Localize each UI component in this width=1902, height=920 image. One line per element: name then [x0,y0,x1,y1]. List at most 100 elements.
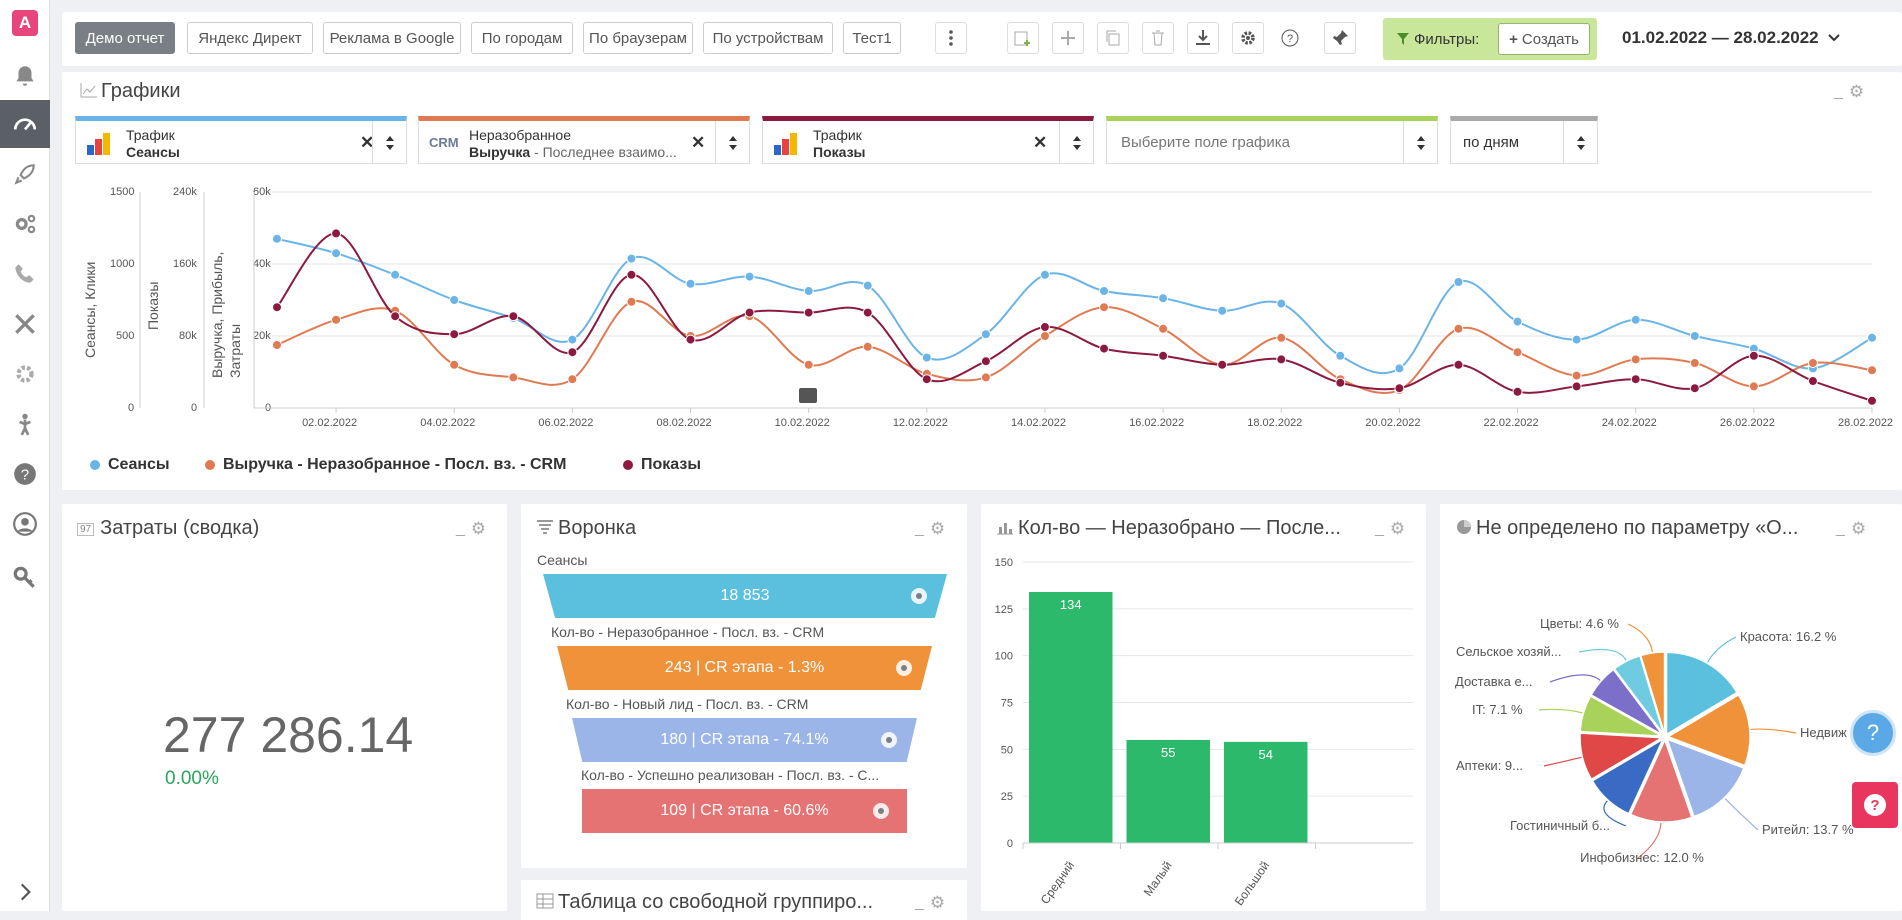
data-point[interactable] [449,359,460,370]
tools-icon[interactable] [0,300,50,348]
data-point[interactable] [1512,386,1523,397]
data-point[interactable] [1394,363,1405,374]
sort-arrows-icon[interactable] [1403,121,1437,164]
eye-icon[interactable] [873,803,889,819]
data-point[interactable] [1217,359,1228,370]
key-icon[interactable] [0,553,50,601]
bar[interactable] [1029,591,1113,843]
data-point[interactable] [567,334,578,345]
data-point[interactable] [1335,350,1346,361]
eye-icon[interactable] [911,588,927,604]
settings-gear-icon[interactable] [1232,22,1264,54]
legend-sessions[interactable]: Сеансы [90,456,170,474]
data-point[interactable] [1512,347,1523,358]
data-point[interactable] [1630,314,1641,325]
data-point[interactable] [1689,383,1700,394]
funnel-stage-bar[interactable]: 180 | CR этапа - 74.1% [572,718,917,762]
data-point[interactable] [1571,370,1582,381]
data-point[interactable] [685,278,696,289]
data-point[interactable] [921,352,932,363]
pie-slice[interactable] [1579,695,1663,737]
data-point[interactable] [508,311,519,322]
data-point[interactable] [449,295,460,305]
data-point[interactable] [1453,323,1464,334]
chart-field-selector-empty[interactable]: Выберите поле графика [1106,116,1438,164]
data-point[interactable] [862,341,873,352]
data-point[interactable] [1630,374,1641,385]
grouping-selector[interactable]: по дням [1450,116,1598,164]
data-point[interactable] [685,334,696,345]
add-icon[interactable] [1052,22,1084,54]
person-icon[interactable] [0,400,50,448]
data-point[interactable] [1867,332,1877,343]
data-point[interactable] [390,311,401,322]
pie-slice[interactable] [1613,654,1665,735]
add-widget-icon[interactable] [1007,22,1039,54]
sort-arrows-icon[interactable] [372,121,406,164]
data-point[interactable] [1512,316,1523,327]
panel-settings-icon[interactable]: ⚙ [1850,519,1867,538]
panel-settings-icon[interactable]: ⚙ [929,519,946,538]
data-point[interactable] [803,286,814,296]
bar[interactable] [1224,741,1308,843]
dashboard-icon[interactable] [0,100,50,148]
data-point[interactable] [1276,332,1287,343]
pin-icon[interactable] [1324,22,1356,54]
minimize-icon[interactable]: _ [1375,520,1384,537]
data-point[interactable] [803,359,814,370]
data-point[interactable] [1158,323,1169,334]
funnel-stage-bar[interactable]: 18 853 [543,574,947,618]
chart-field-selector-revenue[interactable]: CRM Неразобранное Выручка - Последнее вз… [418,116,750,164]
data-point[interactable] [331,248,342,259]
data-point[interactable] [1217,305,1228,316]
expand-sidebar-icon[interactable] [0,868,50,916]
data-point[interactable] [272,340,282,350]
help-icon[interactable]: ? [0,450,50,498]
eye-icon[interactable] [896,660,912,676]
data-point[interactable] [1748,350,1759,361]
data-point[interactable] [1453,359,1464,370]
download-icon[interactable] [1187,22,1219,54]
phone-icon[interactable] [0,250,50,298]
data-point[interactable] [980,372,991,383]
clear-icon[interactable]: ✕ [691,133,706,152]
data-point[interactable] [980,329,991,340]
data-point[interactable] [1689,331,1700,341]
data-point[interactable] [626,253,637,264]
data-point[interactable] [1276,354,1287,365]
data-point[interactable] [1158,350,1169,361]
create-filter-button[interactable]: + Создать [1498,23,1590,55]
data-point[interactable] [1039,269,1050,280]
panel-settings-icon[interactable]: ⚙ [1389,519,1406,538]
data-point[interactable] [1453,277,1464,287]
report-tab-browsers[interactable]: По браузерам [583,22,693,54]
data-point[interactable] [744,307,755,318]
gears-icon[interactable] [0,200,50,248]
minimize-icon[interactable]: _ [915,894,924,911]
help-circle-icon[interactable]: ? [1274,22,1306,54]
report-tab-demo[interactable]: Демо отчет [75,22,175,54]
data-point[interactable] [1099,343,1110,354]
data-point[interactable] [1158,293,1169,304]
date-range-picker[interactable]: 01.02.2022 — 28.02.2022 [1622,28,1841,48]
clear-icon[interactable]: ✕ [1033,133,1048,152]
legend-revenue[interactable]: Выручка - Неразобранное - Посл. вз. - CR… [205,456,566,474]
report-tab-cities[interactable]: По городам [471,22,573,54]
report-tab-yandex-direct[interactable]: Яндекс Директ [187,22,313,54]
floating-help-button[interactable]: ? [1850,710,1896,756]
data-point[interactable] [1807,358,1818,368]
data-point[interactable] [1867,365,1877,376]
panel-settings-icon[interactable]: ⚙ [470,519,487,538]
data-point[interactable] [1394,383,1405,394]
legend-impressions[interactable]: Показы [623,456,701,474]
data-point[interactable] [1039,322,1050,332]
funnel-stage-bar[interactable]: 109 | CR этапа - 60.6% [582,789,907,833]
data-point[interactable] [980,356,991,367]
data-point[interactable] [921,374,932,385]
pie-slice[interactable] [1639,651,1666,735]
sort-arrows-icon[interactable] [715,121,749,164]
report-tab-test1[interactable]: Тест1 [843,22,901,54]
data-point[interactable] [744,271,755,282]
data-point[interactable] [1867,395,1877,406]
data-point[interactable] [1571,381,1582,392]
